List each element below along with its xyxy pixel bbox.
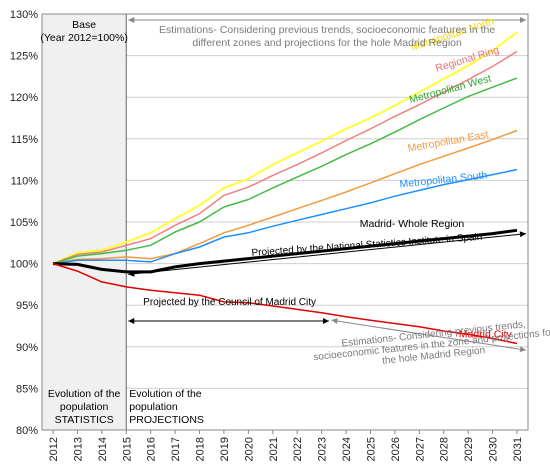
ine-projection-arrow-head (519, 231, 526, 238)
x-tick-label: 2025 (365, 437, 377, 461)
series-label: Madrid- Whole Region (360, 218, 465, 230)
ine-projection-arrow-head (128, 270, 135, 277)
y-tick-label: 120% (10, 92, 38, 104)
series-line (52, 168, 518, 265)
x-tick-label: 2014 (97, 437, 109, 461)
x-tick-label: 2024 (341, 437, 353, 461)
x-tick-label: 2029 (463, 437, 475, 461)
x-tick-label: 2012 (48, 437, 60, 461)
top-estimation-line1: Estimations- Considering previous trends… (159, 24, 495, 36)
x-tick-label: 2016 (146, 437, 158, 461)
council-projection-arrow-head (128, 318, 135, 325)
x-tick-label: 2023 (317, 437, 329, 461)
x-tick-label: 2026 (390, 437, 402, 461)
series-line (52, 77, 518, 265)
x-tick-label: 2015 (121, 437, 133, 461)
base-box-title: Base (72, 19, 96, 31)
y-tick-label: 80% (16, 425, 38, 437)
axis-layer: 80% 85% 90% 95% 100% 105% 110% 115% 120% 125% 130%… (10, 9, 524, 461)
y-tick-label: 105% (10, 217, 38, 229)
ine-projection-arrow (128, 233, 527, 275)
projections-label-line3: PROJECTIONS (129, 414, 204, 426)
base-box-subtitle: (Year 2012=100%) (40, 32, 127, 44)
series-line (52, 228, 518, 274)
x-tick-label: 2020 (243, 437, 255, 461)
top-estimation-arrow-head (128, 17, 135, 23)
y-tick-label: 100% (10, 259, 38, 271)
statistics-label-line1: Evolution of the (48, 388, 121, 400)
council-projection-label: Projected by the Council of Madrid City (143, 297, 316, 308)
x-tick-label: 2027 (414, 437, 426, 461)
x-tick-label: 2028 (439, 437, 451, 461)
projections-label-line2: population (129, 401, 178, 413)
series-label: Madrid City (459, 329, 513, 341)
x-tick-label: 2018 (195, 437, 207, 461)
x-tick-label: 2021 (268, 437, 280, 461)
plot-frame (41, 13, 529, 431)
base-box (41, 13, 127, 431)
statistics-label-line3: STATISTICS (55, 414, 114, 426)
y-tick-label: 130% (10, 9, 38, 21)
top-estimation-line2: different zones and projections for the … (192, 37, 462, 49)
statistics-label-line2: population (60, 401, 109, 413)
y-tick-label: 95% (16, 300, 38, 312)
y-tick-label: 125% (10, 51, 38, 63)
x-tick-label: 2017 (170, 437, 182, 461)
city-estimation-arrow (331, 319, 527, 351)
city-estimation-arrow-head (331, 318, 338, 325)
series-line (52, 31, 518, 265)
x-tick-label: 2013 (72, 437, 84, 461)
projections-label-line1: Evolution of the (129, 388, 202, 400)
series-line (52, 262, 518, 345)
series-line (52, 50, 518, 265)
y-tick-label: 85% (16, 383, 38, 395)
x-tick-label: 2031 (512, 437, 524, 461)
top-estimation-arrow-head (520, 17, 526, 23)
city-estimation-arrow-head (519, 346, 526, 353)
y-tick-label: 90% (16, 342, 38, 354)
y-tick-label: 110% (11, 175, 39, 187)
x-tick-label: 2019 (219, 437, 231, 461)
y-tick-label: 115% (11, 134, 39, 146)
series-line (52, 129, 518, 265)
council-projection-arrow-head (322, 318, 329, 325)
x-tick-label: 2022 (292, 437, 304, 461)
series-layer (52, 31, 518, 345)
annotation-layer (128, 17, 527, 353)
x-tick-label: 2030 (488, 437, 500, 461)
